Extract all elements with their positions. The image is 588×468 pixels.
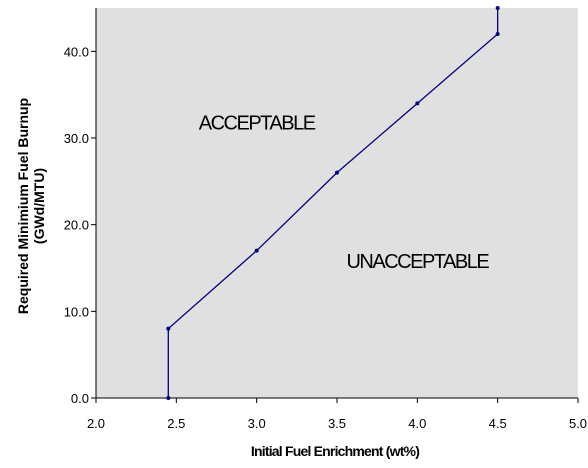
x-tick-label: 5.0 — [569, 416, 587, 431]
series-layer — [166, 6, 500, 400]
region-label: UNACCEPTABLE — [346, 251, 489, 273]
data-point — [335, 170, 339, 175]
x-axis-label: Initial Fuel Enrichment (wt%) — [251, 443, 419, 459]
data-point — [166, 326, 171, 331]
y-tick-label: 40.0 — [64, 44, 89, 59]
y-axis-ticks: 0.0 10.0 20.0 30.0 40.0 — [64, 44, 96, 406]
x-tick-label: 4.5 — [489, 416, 507, 431]
y-tick-label: 20.0 — [64, 218, 89, 233]
data-point — [415, 101, 420, 106]
data-point — [495, 32, 500, 36]
data-point — [495, 6, 500, 10]
x-tick-label: 3.5 — [328, 416, 346, 431]
x-tick-label: 4.0 — [408, 416, 426, 431]
x-tick-label: 2.5 — [167, 416, 185, 431]
x-tick-label: 3.0 — [248, 416, 266, 431]
y-axis-label-line-1: Required Minimium Fuel Burnup — [15, 98, 31, 314]
x-axis-ticks: 2.0 2.5 3.0 3.5 4.0 4.5 5.0 — [87, 398, 587, 431]
y-tick-label: 30.0 — [64, 131, 89, 146]
y-tick-label: 10.0 — [64, 304, 89, 319]
plot-area — [96, 8, 578, 398]
x-tick-label: 2.0 — [87, 416, 105, 431]
data-point — [166, 396, 171, 400]
y-axis-label-line-2: (GWd/MTU) — [31, 168, 47, 244]
region-label: ACCEPTABLE — [199, 112, 316, 134]
data-point — [254, 248, 259, 253]
y-tick-label: 0.0 — [71, 391, 89, 406]
region-labels: ACCEPTABLE UNACCEPTABLE — [199, 112, 491, 273]
